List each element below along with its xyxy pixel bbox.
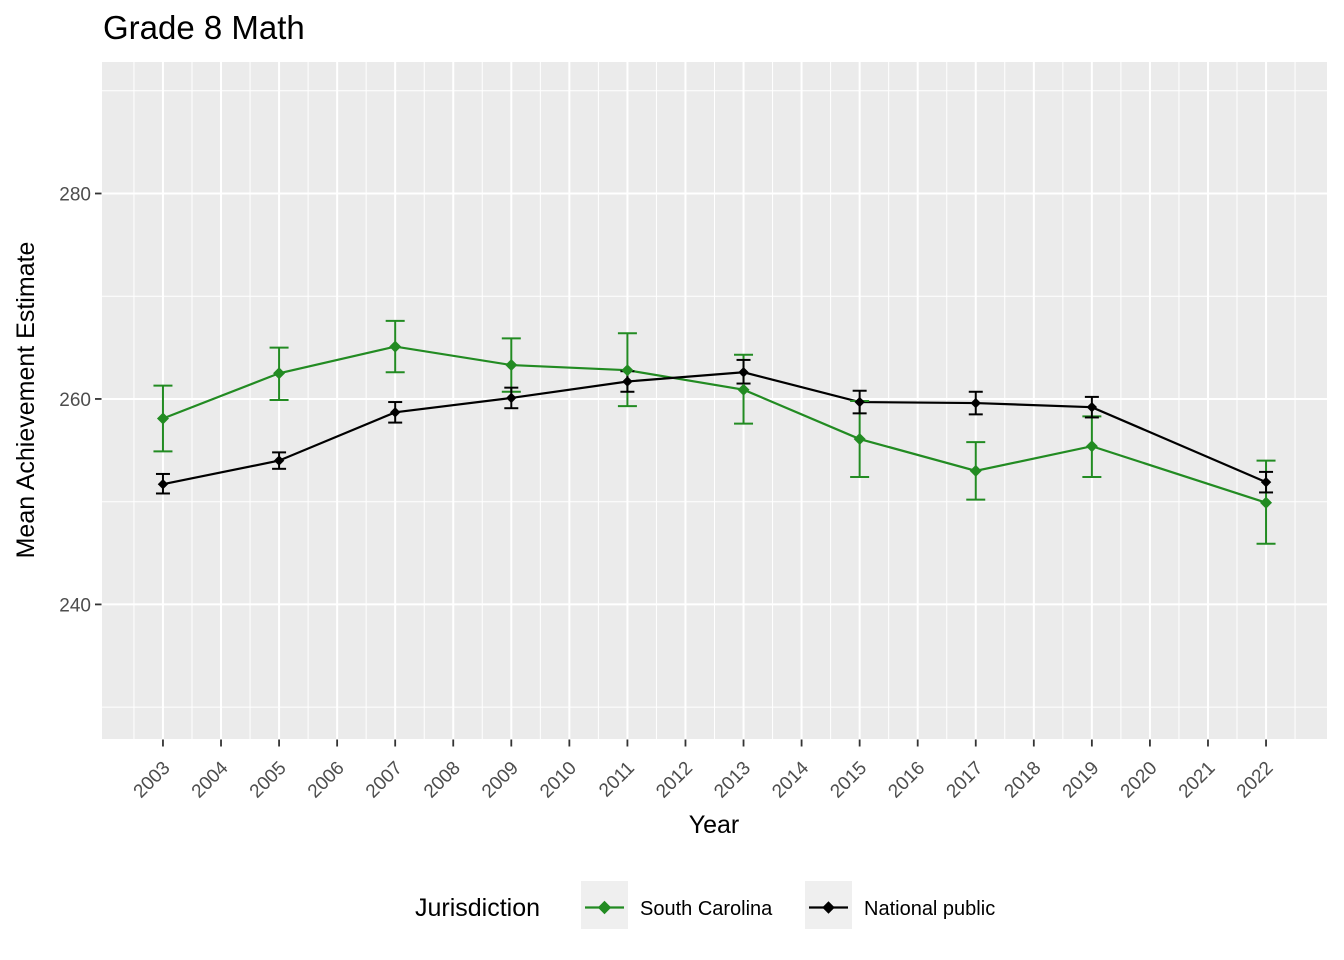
x-tick-label: 2007 <box>362 758 407 803</box>
legend-diamond-icon <box>597 900 612 915</box>
x-tick-label: 2019 <box>1059 758 1104 803</box>
x-tick-label: 2013 <box>710 758 755 803</box>
y-tick-label: 240 <box>59 595 91 616</box>
x-tick-label: 2012 <box>652 758 697 803</box>
data-point-south-carolina <box>1260 496 1273 509</box>
x-tick-label: 2018 <box>1001 758 1046 803</box>
data-point-national-public <box>506 392 517 404</box>
y-tick-label: 260 <box>59 390 91 411</box>
data-point-national-public <box>273 455 285 466</box>
data-point-national-public <box>1086 401 1098 413</box>
data-point-national-public <box>854 396 865 408</box>
data-point-national-public <box>738 367 749 378</box>
x-tick-label: 2015 <box>826 758 871 803</box>
data-point-national-public <box>157 479 169 490</box>
x-tick-label: 2008 <box>420 758 465 803</box>
x-tick-label: 2005 <box>246 758 291 803</box>
data-point-south-carolina <box>621 364 634 377</box>
x-tick-label: 2017 <box>943 758 988 803</box>
x-tick-label: 2009 <box>478 758 523 803</box>
x-tick-label: 2006 <box>304 758 349 803</box>
data-point-south-carolina <box>969 464 982 477</box>
data-point-south-carolina <box>389 340 402 353</box>
plot-area: 2003 2004 2005 2006 2007 2008 2009 2010 2011 2012… <box>59 62 1327 802</box>
data-point-national-public <box>389 407 401 418</box>
data-point-national-public <box>1260 476 1272 488</box>
x-tick-label: 2022 <box>1233 758 1278 803</box>
data-point-south-carolina <box>1085 440 1098 453</box>
legend-title: Jurisdiction <box>415 894 540 922</box>
data-point-south-carolina <box>156 412 169 425</box>
x-tick-label: 2011 <box>595 758 639 802</box>
chart-title: Grade 8 Math <box>103 9 305 46</box>
x-tick-label: 2003 <box>130 758 175 803</box>
legend: Jurisdiction South Carolina National pub… <box>415 881 995 929</box>
data-point-south-carolina <box>737 383 750 396</box>
data-point-south-carolina <box>273 367 286 380</box>
legend-label-national-public: National public <box>864 898 995 920</box>
data-point-south-carolina <box>505 359 518 372</box>
x-tick-label: 2021 <box>1175 758 1220 803</box>
x-tick-label: 2016 <box>884 758 929 803</box>
x-axis-title: Year <box>689 811 740 839</box>
data-point-national-public <box>622 376 633 387</box>
legend-diamond-icon <box>822 901 835 914</box>
x-tick-label: 2010 <box>536 758 581 803</box>
x-tick-label: 2004 <box>188 757 233 802</box>
series-line-south-carolina <box>162 345 1267 504</box>
series-line-national-public <box>162 371 1267 486</box>
y-tick-label: 280 <box>59 184 91 205</box>
x-tick-label: 2014 <box>768 757 813 802</box>
data-point-south-carolina <box>853 433 866 446</box>
data-point-national-public <box>970 397 981 409</box>
y-axis-title: Mean Achievement Estimate <box>12 242 40 559</box>
legend-label-south-carolina: South Carolina <box>640 898 773 920</box>
x-tick-label: 2020 <box>1117 758 1162 803</box>
